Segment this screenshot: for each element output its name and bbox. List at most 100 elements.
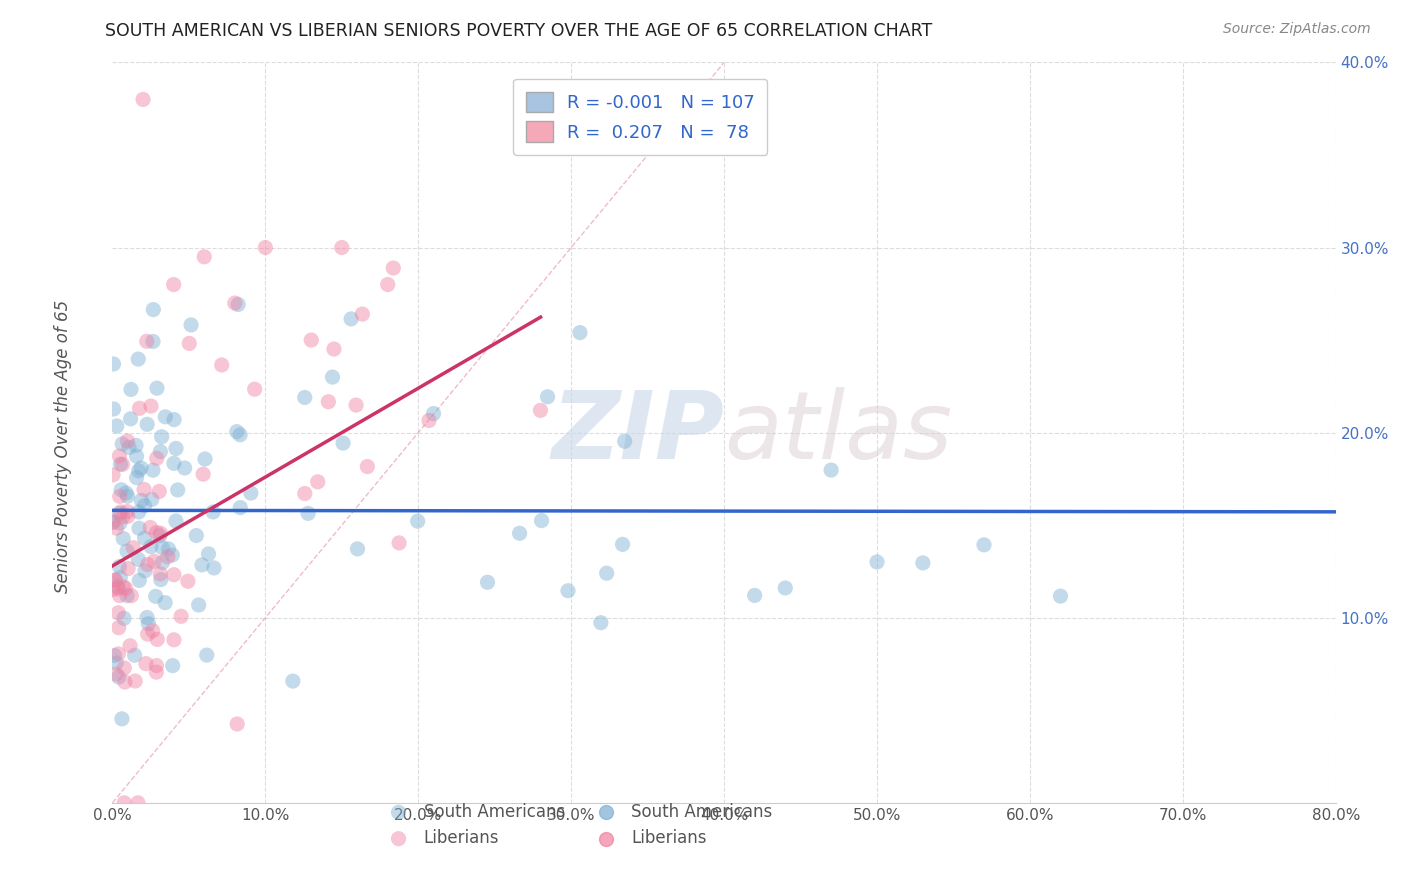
South Americans xyxy=(111,437,134,451)
South Americans xyxy=(613,434,636,449)
Liberians xyxy=(105,521,128,535)
South Americans xyxy=(152,556,174,570)
South Americans xyxy=(744,589,766,603)
South Americans xyxy=(820,463,842,477)
Liberians xyxy=(132,483,155,497)
Liberians xyxy=(114,582,136,596)
South Americans xyxy=(124,648,146,663)
South Americans xyxy=(120,412,142,426)
South Americans xyxy=(321,370,343,384)
South Americans xyxy=(128,574,150,588)
South Americans xyxy=(103,357,125,371)
Liberians xyxy=(330,240,353,255)
South Americans xyxy=(346,541,368,556)
South Americans xyxy=(239,486,262,500)
South Americans xyxy=(297,507,319,521)
Liberians xyxy=(117,561,139,575)
South Americans xyxy=(187,598,209,612)
South Americans xyxy=(142,463,165,477)
South Americans xyxy=(120,383,142,397)
South Americans xyxy=(142,302,165,317)
Liberians xyxy=(107,582,129,596)
South Americans xyxy=(162,658,184,673)
Liberians xyxy=(139,399,162,413)
South Americans xyxy=(194,452,217,467)
Liberians xyxy=(120,589,142,603)
Liberians xyxy=(101,467,124,482)
Liberians xyxy=(122,541,145,555)
South Americans xyxy=(136,417,159,432)
Liberians xyxy=(111,510,134,524)
South Americans xyxy=(153,596,176,610)
South Americans xyxy=(139,540,162,554)
South Americans xyxy=(775,581,797,595)
South Americans xyxy=(110,570,132,584)
South Americans xyxy=(115,486,138,500)
South Americans xyxy=(131,493,153,508)
Liberians xyxy=(163,632,186,647)
Liberians xyxy=(177,574,200,589)
South Americans xyxy=(125,449,148,463)
South Americans xyxy=(110,457,132,471)
Liberians xyxy=(145,665,167,680)
Liberians xyxy=(117,434,139,448)
South Americans xyxy=(202,561,225,575)
South Americans xyxy=(477,575,499,590)
South Americans xyxy=(165,514,187,528)
South Americans xyxy=(125,438,148,452)
South Americans xyxy=(138,616,160,631)
Text: Source: ZipAtlas.com: Source: ZipAtlas.com xyxy=(1223,22,1371,37)
South Americans xyxy=(149,444,172,458)
South Americans xyxy=(225,425,247,439)
Liberians xyxy=(418,413,440,427)
South Americans xyxy=(163,412,186,426)
South Americans xyxy=(557,583,579,598)
Liberians xyxy=(132,92,155,106)
South Americans xyxy=(134,564,156,578)
South Americans xyxy=(125,470,148,484)
Liberians xyxy=(103,582,125,597)
South Americans xyxy=(568,326,591,340)
Liberians xyxy=(145,658,167,673)
Liberians xyxy=(145,451,167,466)
Liberians xyxy=(104,573,127,587)
South Americans xyxy=(406,514,429,528)
Liberians xyxy=(103,515,125,529)
South Americans xyxy=(180,318,202,332)
Text: atlas: atlas xyxy=(724,387,952,478)
South Americans xyxy=(127,552,149,566)
South Americans xyxy=(173,461,195,475)
Liberians xyxy=(323,342,346,356)
South Americans xyxy=(111,712,134,726)
South Americans xyxy=(103,402,125,417)
Liberians xyxy=(114,675,136,690)
Liberians xyxy=(226,717,249,731)
Liberians xyxy=(108,449,131,463)
South Americans xyxy=(136,610,159,624)
South Americans xyxy=(163,456,186,470)
South Americans xyxy=(612,537,634,551)
Liberians xyxy=(107,647,129,661)
Liberians xyxy=(112,796,135,810)
Legend: South Americans, Liberians, South Americans, Liberians: South Americans, Liberians, South Americ… xyxy=(375,796,779,854)
Liberians xyxy=(382,260,405,275)
Liberians xyxy=(124,673,146,688)
Liberians xyxy=(142,624,165,638)
South Americans xyxy=(105,656,128,670)
South Americans xyxy=(155,409,177,424)
Liberians xyxy=(115,504,138,518)
South Americans xyxy=(141,492,163,507)
Liberians xyxy=(136,558,159,572)
South Americans xyxy=(115,544,138,558)
Liberians xyxy=(135,334,157,349)
South Americans xyxy=(294,391,316,405)
Liberians xyxy=(170,609,193,624)
South Americans xyxy=(142,334,165,349)
South Americans xyxy=(186,528,208,542)
Liberians xyxy=(107,621,129,635)
Liberians xyxy=(112,661,135,675)
South Americans xyxy=(281,674,304,689)
Liberians xyxy=(318,394,340,409)
South Americans xyxy=(112,532,135,546)
Liberians xyxy=(344,398,367,412)
